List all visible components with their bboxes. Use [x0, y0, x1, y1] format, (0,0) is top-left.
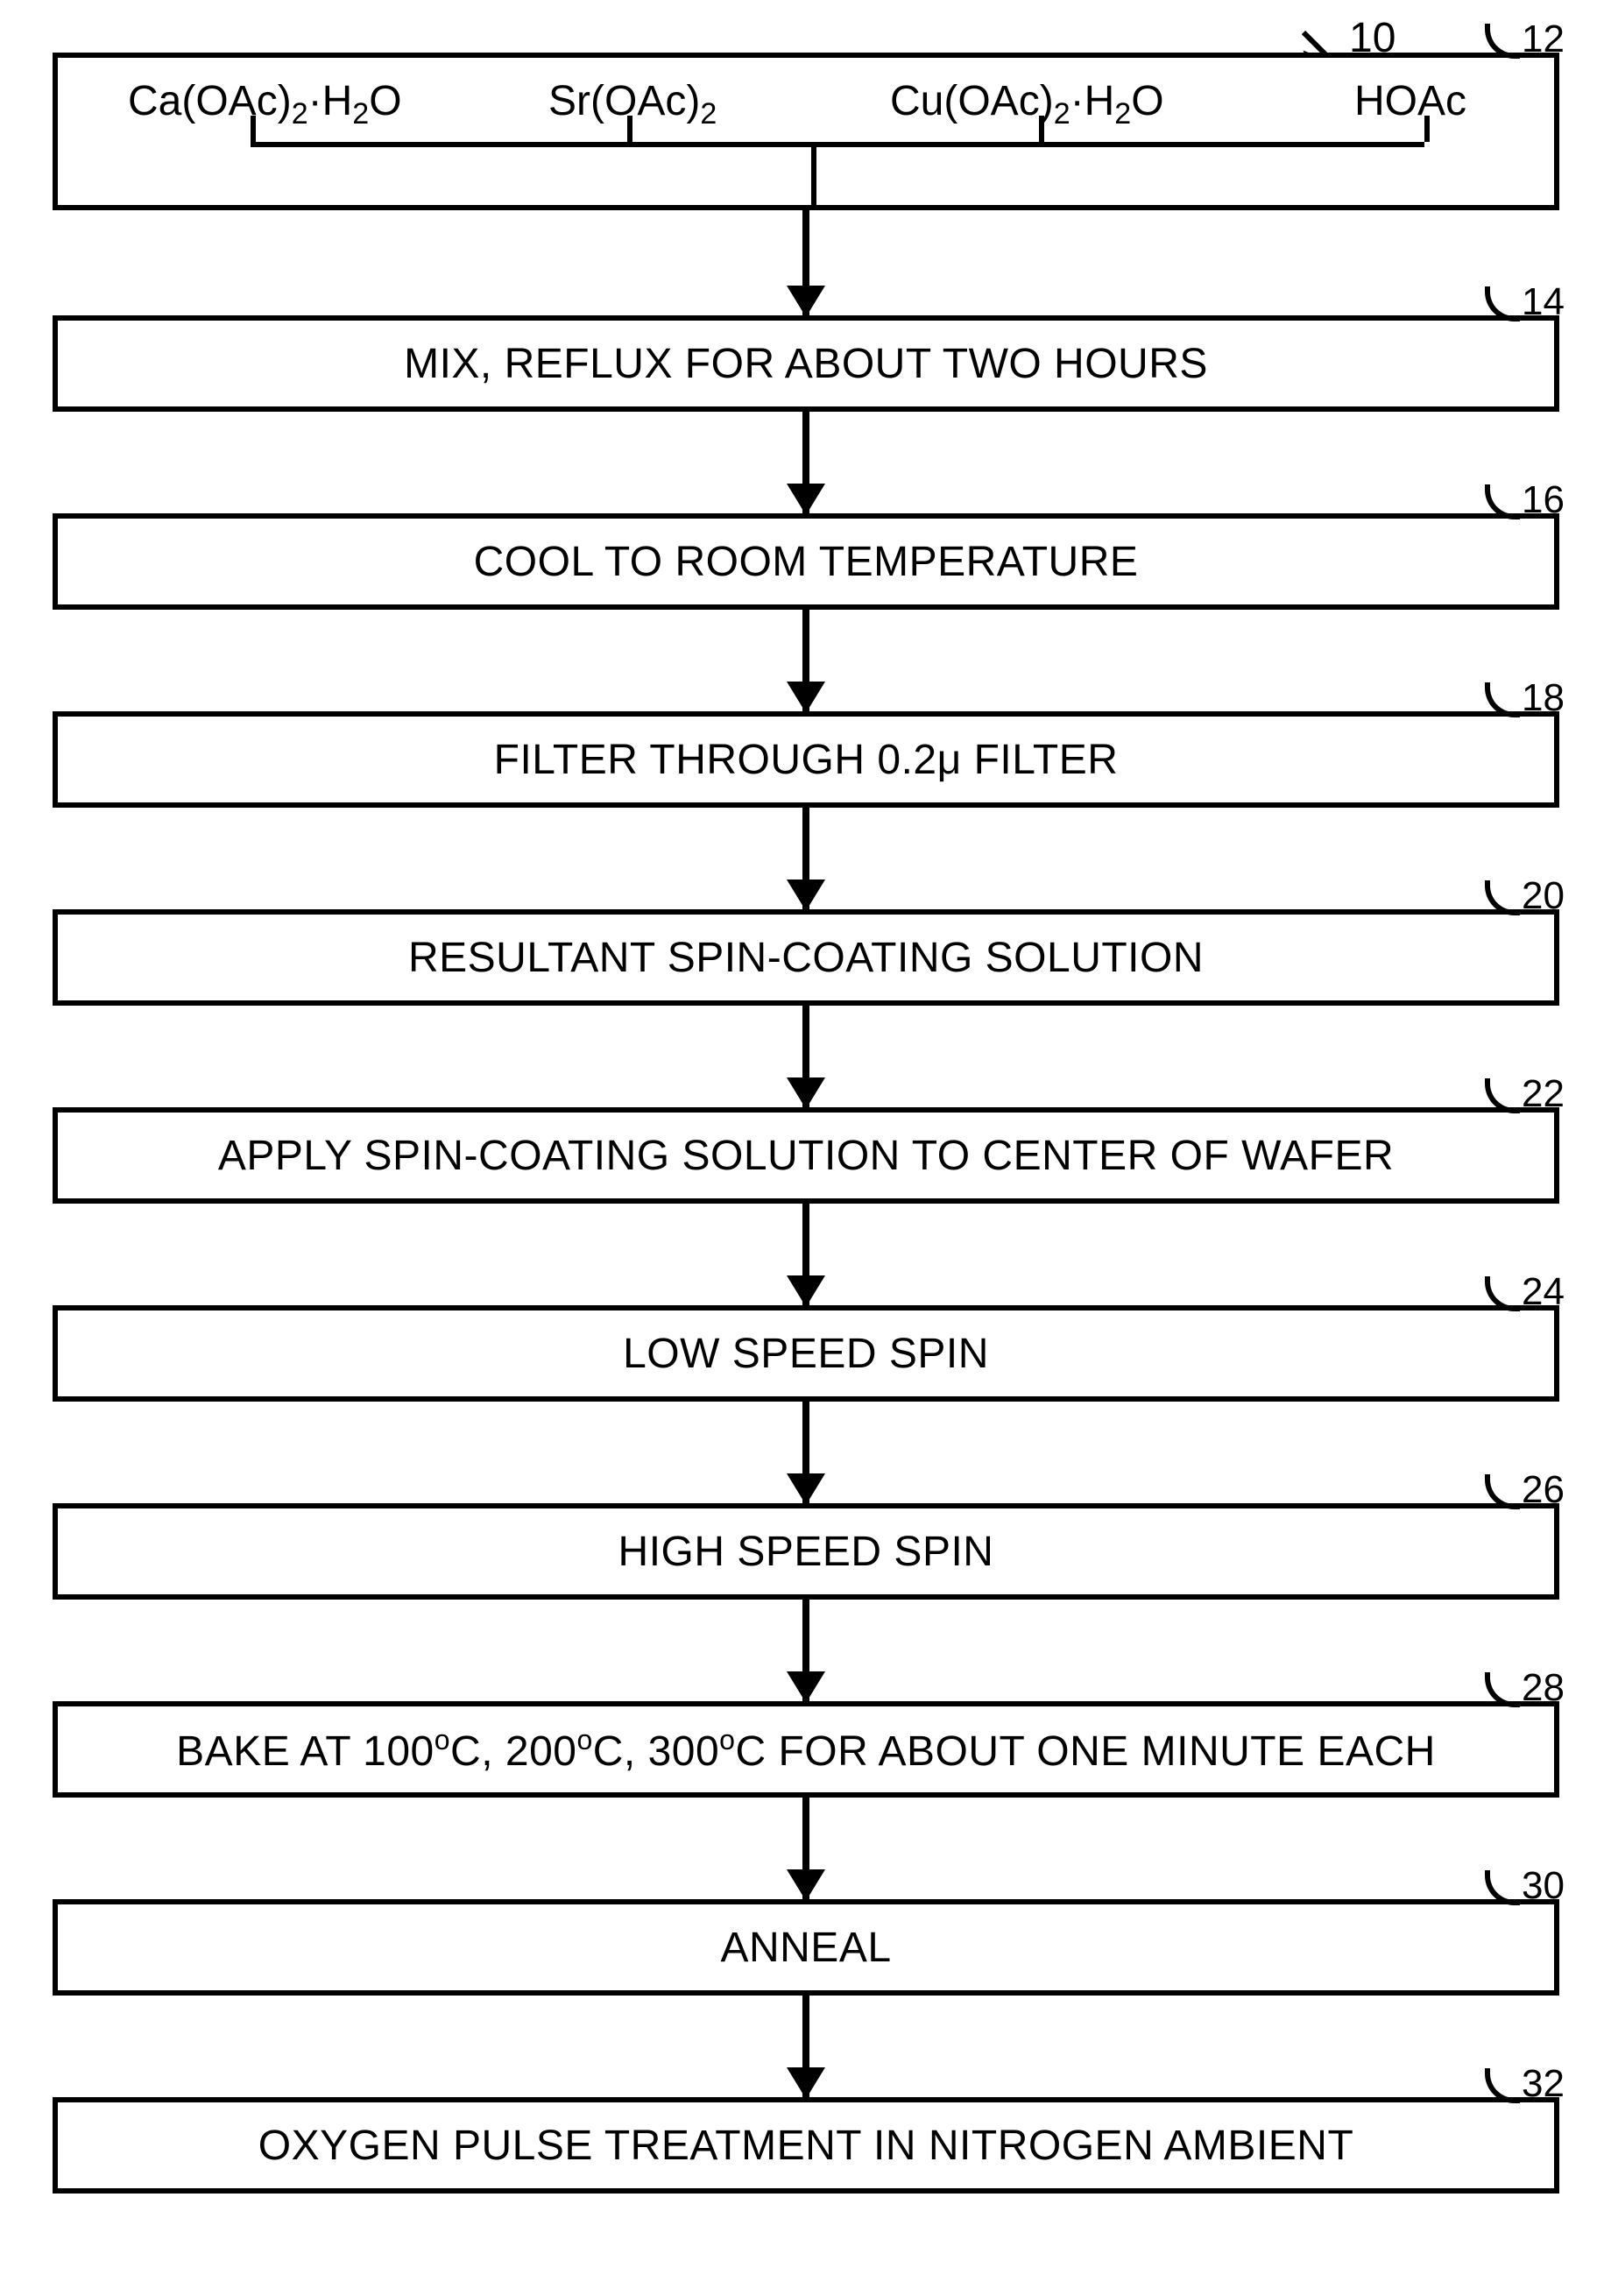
- step-text: MIX, REFLUX FOR ABOUT TWO HOURS: [404, 340, 1208, 388]
- precursor-chemical: Ca(OAc)2·H2O: [128, 77, 402, 131]
- step-number: 22: [1485, 1072, 1565, 1116]
- bracket-horizontal: [251, 142, 1424, 147]
- step-text: ANNEAL: [720, 1924, 891, 1972]
- step-number: 24: [1485, 1270, 1565, 1314]
- bracket-center-drop: [811, 142, 816, 210]
- step-text: HIGH SPEED SPIN: [618, 1528, 994, 1576]
- step-text: RESULTANT SPIN-COATING SOLUTION: [408, 934, 1204, 982]
- step-text: APPLY SPIN-COATING SOLUTION TO CENTER OF…: [218, 1132, 1394, 1180]
- step-box: 20RESULTANT SPIN-COATING SOLUTION: [53, 909, 1559, 1006]
- step-number: 30: [1485, 1864, 1565, 1908]
- step-number: 14: [1485, 280, 1565, 324]
- step-number: 12: [1485, 18, 1565, 61]
- flow-arrow: [53, 1600, 1559, 1701]
- step-box: 22APPLY SPIN-COATING SOLUTION TO CENTER …: [53, 1107, 1559, 1204]
- bracket-tick: [251, 116, 256, 142]
- bracket-tick: [627, 116, 632, 142]
- step-text: LOW SPEED SPIN: [623, 1330, 989, 1378]
- flow-arrow: [53, 412, 1559, 513]
- bracket-tick: [1424, 116, 1430, 142]
- flow-arrow: [53, 610, 1559, 711]
- flow-arrow: [53, 210, 1559, 315]
- step-text: COOL TO ROOM TEMPERATURE: [474, 538, 1139, 586]
- step-number: 28: [1485, 1666, 1565, 1710]
- flow-arrow: [53, 1402, 1559, 1503]
- precursor-row: Ca(OAc)2·H2O Sr(OAc)2 Cu(OAc)2·H2O HOAc: [58, 77, 1554, 130]
- step-number: 20: [1485, 874, 1565, 918]
- flowchart-canvas: 10 12 Ca(OAc)2·H2OSr(OAc)2Cu(OAc)2·H2OHO…: [53, 53, 1559, 2194]
- precursor-bracket: [58, 142, 1554, 203]
- step-text: FILTER THROUGH 0.2μ FILTER: [494, 736, 1119, 784]
- precursor-chemical: Cu(OAc)2·H2O: [890, 77, 1164, 131]
- step-box: 16COOL TO ROOM TEMPERATURE: [53, 513, 1559, 610]
- step-box: 28BAKE AT 100oC, 200oC, 300oC FOR ABOUT …: [53, 1701, 1559, 1798]
- step-box: 18FILTER THROUGH 0.2μ FILTER: [53, 711, 1559, 808]
- step-box: 30ANNEAL: [53, 1899, 1559, 1996]
- step-box: 26HIGH SPEED SPIN: [53, 1503, 1559, 1600]
- flow-arrow: [53, 1204, 1559, 1305]
- precursor-chemical: HOAc: [1354, 77, 1466, 125]
- step-number: 16: [1485, 478, 1565, 522]
- flow-arrow: [53, 1996, 1559, 2097]
- step-number: 32: [1485, 2062, 1565, 2106]
- step-text: BAKE AT 100oC, 200oC, 300oC FOR ABOUT ON…: [176, 1724, 1436, 1776]
- step-text: OXYGEN PULSE TREATMENT IN NITROGEN AMBIE…: [258, 2122, 1354, 2170]
- precursor-chemical: Sr(OAc)2: [548, 77, 717, 131]
- step-box: 14MIX, REFLUX FOR ABOUT TWO HOURS: [53, 315, 1559, 412]
- flow-arrow: [53, 1798, 1559, 1899]
- flow-arrow: [53, 808, 1559, 909]
- step-number: 18: [1485, 676, 1565, 720]
- flow-arrow: [53, 1006, 1559, 1107]
- step-number: 26: [1485, 1468, 1565, 1512]
- bracket-tick: [1039, 116, 1044, 142]
- step-box-precursors: 12 Ca(OAc)2·H2OSr(OAc)2Cu(OAc)2·H2OHOAc: [53, 53, 1559, 210]
- step-box: 24LOW SPEED SPIN: [53, 1305, 1559, 1402]
- step-box: 32OXYGEN PULSE TREATMENT IN NITROGEN AMB…: [53, 2097, 1559, 2194]
